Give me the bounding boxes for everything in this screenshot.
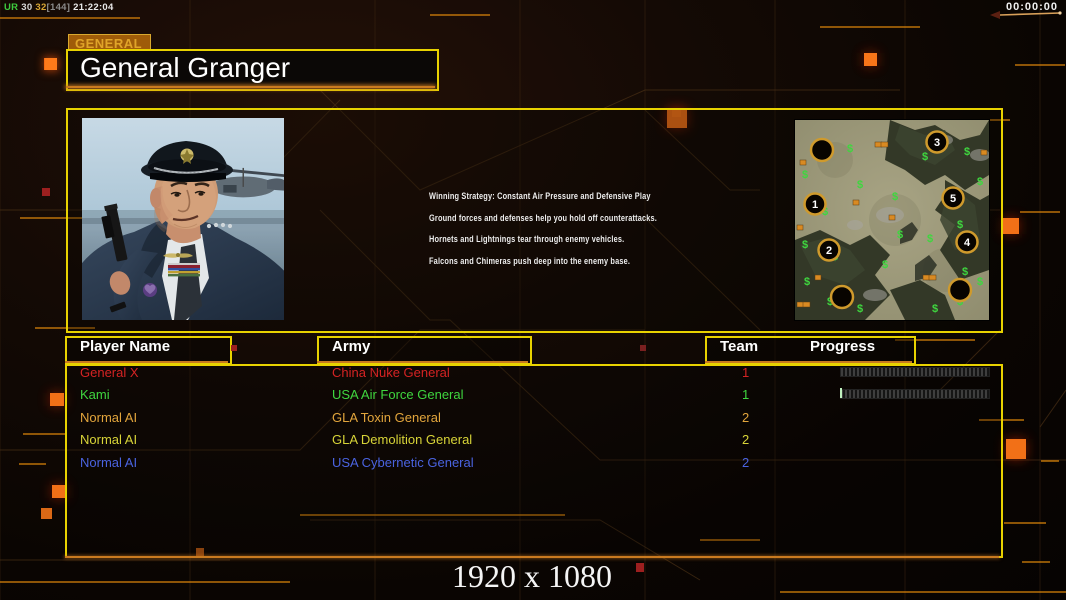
svg-text:$: $ (897, 229, 903, 241)
svg-text:$: $ (802, 239, 808, 251)
svg-text:$: $ (922, 151, 928, 163)
svg-text:$: $ (804, 276, 810, 288)
svg-text:$: $ (857, 179, 863, 191)
svg-text:$: $ (857, 303, 863, 315)
svg-text:3: 3 (934, 137, 940, 149)
svg-text:2: 2 (826, 245, 832, 257)
svg-text:$: $ (957, 219, 963, 231)
svg-text:$: $ (932, 303, 938, 315)
svg-text:$: $ (892, 191, 898, 203)
svg-text:$: $ (962, 266, 968, 278)
svg-text:$: $ (977, 276, 983, 288)
svg-text:$: $ (802, 169, 808, 181)
svg-text:$: $ (964, 146, 970, 158)
svg-text:1: 1 (812, 199, 818, 211)
svg-text:$: $ (882, 259, 888, 271)
svg-text:$: $ (927, 233, 933, 245)
svg-text:5: 5 (950, 193, 956, 205)
svg-text:$: $ (977, 176, 983, 188)
svg-text:4: 4 (964, 237, 971, 249)
svg-text:$: $ (847, 143, 853, 155)
